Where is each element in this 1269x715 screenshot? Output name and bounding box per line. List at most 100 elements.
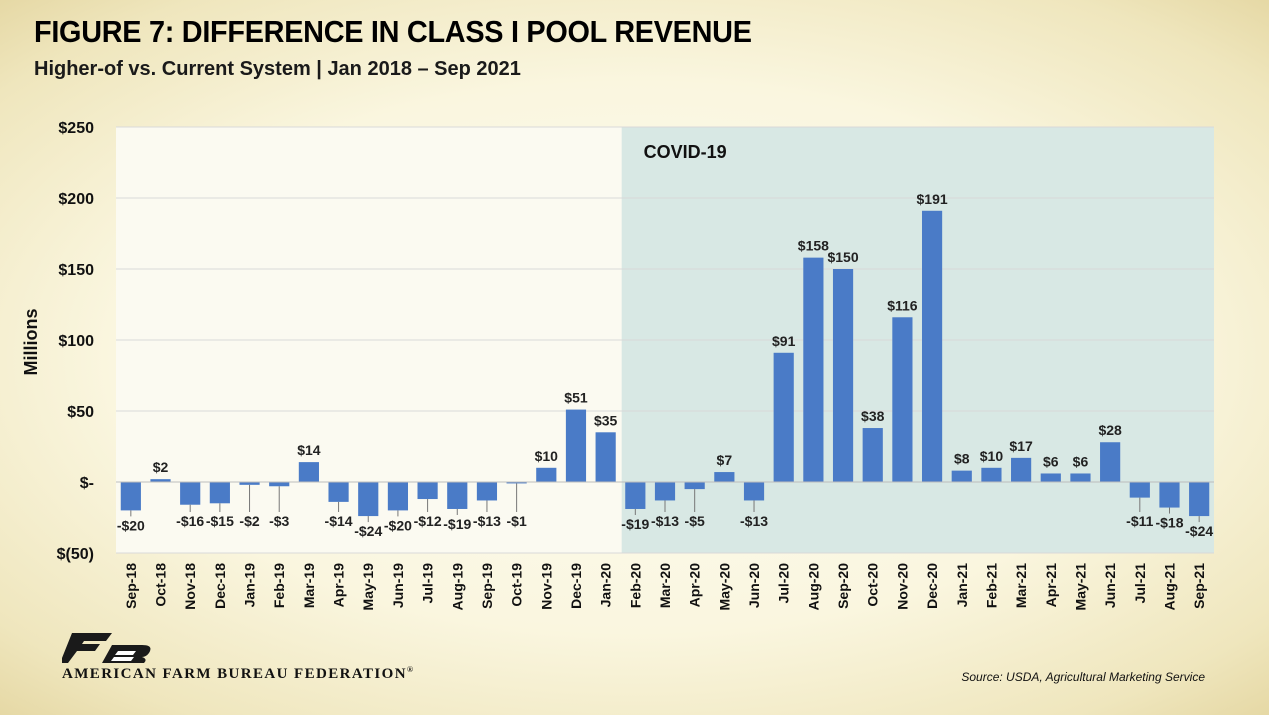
- x-tick-label: Jun-21: [1102, 563, 1118, 608]
- chart-subtitle: Higher-of vs. Current System | Jan 2018 …: [34, 58, 521, 80]
- bar: [506, 482, 527, 484]
- x-tick-label: Aug-21: [1161, 563, 1177, 611]
- data-label: $14: [297, 442, 321, 458]
- data-label: -$1: [507, 513, 527, 529]
- data-label: $116: [887, 297, 918, 313]
- data-label: $8: [954, 451, 970, 467]
- y-tick-label: $200: [58, 191, 94, 208]
- data-label: $91: [772, 333, 796, 349]
- chart-title: FIGURE 7: DIFFERENCE IN CLASS I POOL REV…: [34, 14, 752, 49]
- x-tick-label: Jul-20: [776, 563, 792, 604]
- x-tick-label: Aug-19: [449, 563, 465, 611]
- bar: [150, 479, 171, 482]
- data-label: $150: [827, 249, 858, 265]
- data-label: -$5: [685, 513, 705, 529]
- data-label: $6: [1073, 453, 1089, 469]
- data-label: $38: [861, 408, 885, 424]
- x-tick-label: Jun-20: [746, 563, 762, 608]
- x-tick-label: Mar-20: [657, 563, 673, 608]
- data-label: -$24: [1185, 523, 1213, 539]
- x-tick-label: May-21: [1072, 563, 1088, 611]
- bar: [1100, 442, 1121, 482]
- data-label: -$20: [117, 517, 145, 533]
- x-tick-label: Sep-21: [1191, 563, 1207, 609]
- data-label: -$11: [1126, 513, 1153, 529]
- bar: [565, 409, 587, 482]
- x-tick-label: Aug-20: [805, 563, 821, 611]
- data-label: -$13: [473, 513, 501, 529]
- x-tick-label: Feb-19: [271, 563, 287, 608]
- y-tick-label: $150: [58, 262, 94, 279]
- y-axis-label: Millions: [21, 309, 41, 376]
- x-tick-label: Oct-20: [865, 563, 881, 607]
- bar: [981, 467, 1002, 482]
- bar: [447, 482, 468, 509]
- bar: [862, 428, 883, 482]
- x-tick-label: Mar-21: [1013, 563, 1029, 608]
- data-label: -$13: [651, 513, 679, 529]
- data-label: -$16: [176, 513, 204, 529]
- bar: [120, 482, 141, 511]
- data-label: -$2: [239, 513, 259, 529]
- bar: [921, 210, 943, 482]
- data-label: $6: [1043, 453, 1059, 469]
- data-label: $10: [980, 448, 1004, 464]
- y-tick-label: $250: [58, 120, 94, 137]
- x-tick-label: Sep-19: [479, 563, 495, 609]
- x-tick-label: Sep-20: [835, 563, 851, 609]
- data-label: $2: [153, 459, 169, 475]
- y-tick-label: $100: [58, 333, 94, 350]
- data-label: -$18: [1155, 515, 1183, 531]
- x-tick-label: May-20: [716, 563, 732, 611]
- x-tick-label: Jan-19: [242, 563, 258, 608]
- bar: [239, 482, 260, 485]
- x-tick-label: Dec-20: [924, 563, 940, 609]
- x-tick-label: Oct-19: [509, 563, 525, 607]
- farm-bureau-logo-icon: [62, 633, 151, 663]
- bar: [476, 482, 498, 501]
- bar: [714, 472, 735, 482]
- x-tick-label: Sep-18: [123, 563, 139, 609]
- data-label: -$19: [443, 516, 471, 532]
- x-tick-label: Jan-20: [598, 563, 614, 608]
- data-label: $191: [917, 191, 948, 207]
- x-tick-label: Dec-18: [212, 563, 228, 609]
- bar: [387, 482, 409, 511]
- y-tick-label: $(50): [57, 546, 94, 563]
- data-label: -$12: [414, 513, 442, 529]
- bar: [328, 482, 349, 502]
- data-label: $35: [594, 412, 618, 428]
- data-label: -$13: [740, 513, 768, 529]
- x-tick-label: Mar-19: [301, 563, 317, 608]
- data-label: $28: [1098, 422, 1122, 438]
- bar: [803, 257, 824, 482]
- data-label: -$15: [206, 513, 234, 529]
- x-tick-label: Jun-19: [390, 563, 406, 608]
- data-label: -$14: [325, 513, 353, 529]
- bar: [654, 482, 676, 501]
- data-label: -$3: [269, 513, 289, 529]
- bar: [417, 482, 438, 500]
- bar: [180, 482, 201, 505]
- bar: [1070, 473, 1091, 482]
- x-tick-label: Feb-20: [627, 563, 643, 608]
- y-tick-label: $50: [67, 404, 94, 421]
- bar: [892, 317, 913, 482]
- x-tick-label: Nov-19: [538, 563, 554, 610]
- afbf-logo: AMERICAN FARM BUREAU FEDERATION®: [62, 625, 462, 685]
- bar: [536, 467, 557, 482]
- bar: [1129, 482, 1150, 498]
- data-label: $51: [564, 390, 588, 406]
- y-tick-label: $-: [80, 475, 94, 492]
- bar: [298, 462, 319, 482]
- bar: [684, 482, 705, 490]
- x-tick-label: Apr-20: [687, 563, 703, 608]
- registered-mark: ®: [406, 665, 415, 674]
- bar: [625, 482, 646, 509]
- data-label: $17: [1009, 438, 1033, 454]
- x-tick-label: Dec-19: [568, 563, 584, 609]
- x-tick-label: Nov-20: [894, 563, 910, 610]
- bar: [209, 482, 230, 504]
- x-tick-label: Apr-21: [1043, 563, 1059, 608]
- bar: [1189, 482, 1210, 517]
